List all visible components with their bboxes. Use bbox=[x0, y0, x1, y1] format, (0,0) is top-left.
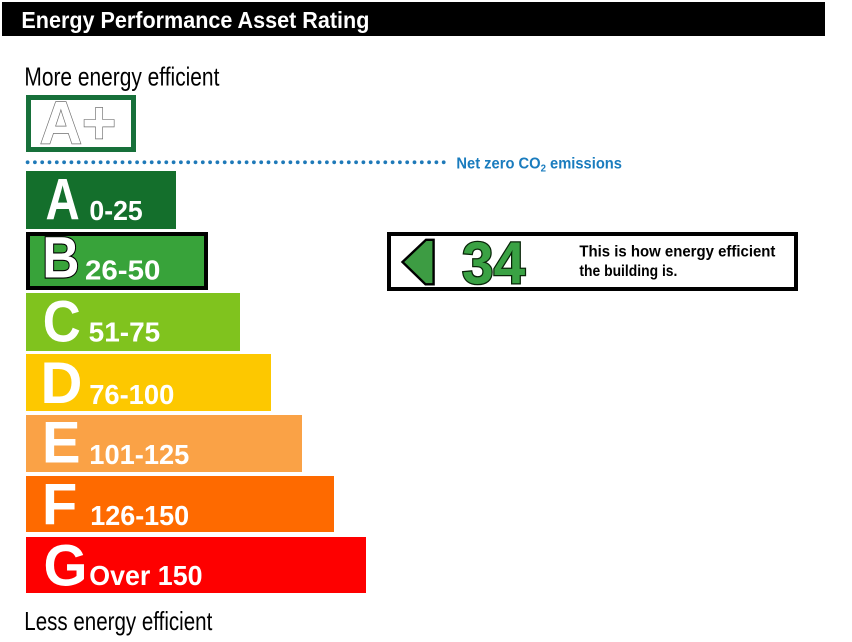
svg-text:Less energy efficient: Less energy efficient bbox=[24, 606, 213, 636]
svg-text:34: 34 bbox=[462, 230, 526, 297]
svg-text:More energy efficient: More energy efficient bbox=[24, 61, 220, 91]
svg-text:E: E bbox=[42, 410, 81, 475]
svg-text:51-75: 51-75 bbox=[89, 316, 161, 347]
svg-text:A+: A+ bbox=[40, 89, 116, 157]
svg-text:the building is.: the building is. bbox=[579, 263, 677, 280]
svg-text:126-150: 126-150 bbox=[90, 500, 189, 531]
svg-text:F: F bbox=[42, 472, 77, 537]
svg-text:B: B bbox=[42, 225, 79, 291]
svg-text:Over 150: Over 150 bbox=[89, 560, 202, 591]
svg-text:0-25: 0-25 bbox=[89, 195, 142, 226]
svg-text:G: G bbox=[44, 533, 88, 598]
svg-text:Energy Performance Asset Ratin: Energy Performance Asset Rating bbox=[21, 7, 369, 33]
svg-text:76-100: 76-100 bbox=[89, 379, 174, 410]
svg-text:26-50: 26-50 bbox=[85, 255, 160, 286]
svg-text:C: C bbox=[43, 290, 81, 355]
svg-text:101-125: 101-125 bbox=[89, 439, 189, 470]
svg-text:Net zero CO2 emissions: Net zero CO2 emissions bbox=[456, 155, 622, 175]
svg-text:D: D bbox=[41, 351, 83, 416]
svg-text:This is how energy efficient: This is how energy efficient bbox=[579, 243, 776, 260]
svg-text:A: A bbox=[46, 168, 80, 233]
